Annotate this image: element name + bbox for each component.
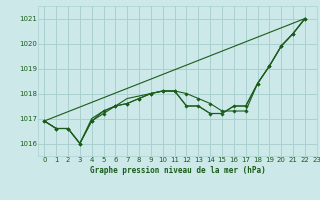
X-axis label: Graphe pression niveau de la mer (hPa): Graphe pression niveau de la mer (hPa): [90, 166, 266, 175]
